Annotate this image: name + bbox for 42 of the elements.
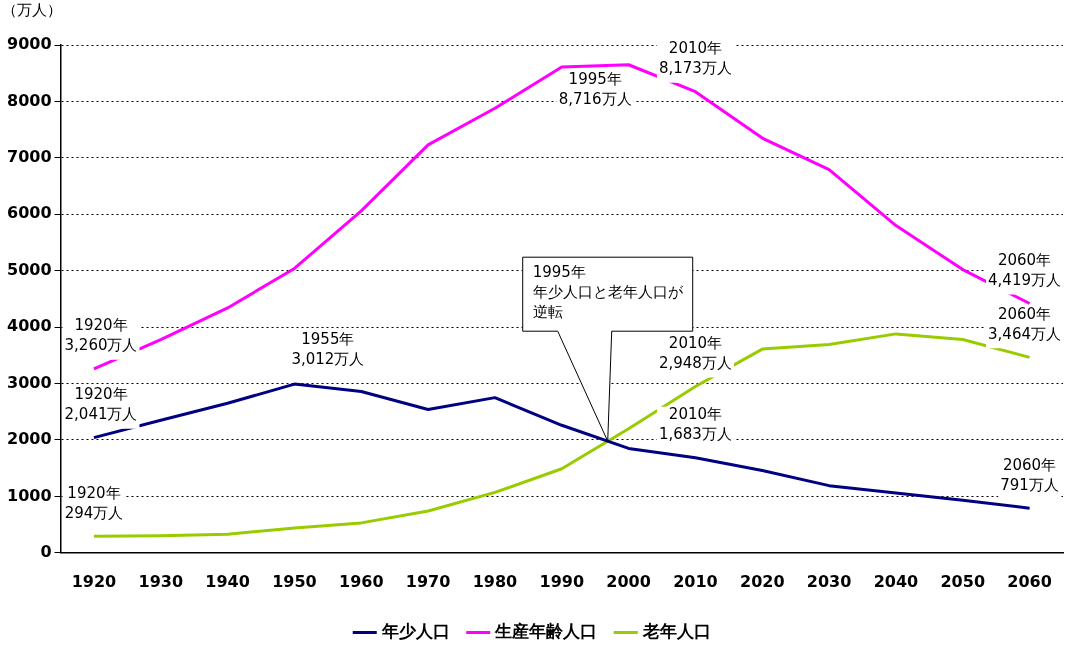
y-tick-label: 0 [40,541,52,561]
annotation: 1955年 3,012万人 [291,330,365,369]
annotation: 1995年 8,716万人 [558,70,632,109]
annotation: 年少人口と老年人口が逆転 [532,282,684,321]
y-axis-title: （万人） [2,1,62,20]
y-tick-label: 4000 [7,316,52,336]
x-tick-label: 1950 [272,571,317,591]
y-tick-label: 5000 [7,259,52,279]
x-tick-label: 2030 [806,571,852,591]
x-tick-label: 1990 [539,571,585,591]
annotation: 2060年 3,464万人 [988,304,1062,343]
x-tick-label: 2040 [873,571,919,591]
x-tick-label: 2020 [739,571,785,591]
annotation: 1920年 3,260万人 [64,316,138,355]
y-tick-label: 3000 [7,372,52,392]
annotation: 1920年 2,041万人 [64,385,138,424]
annotation: 2060年 791万人 [1000,455,1059,494]
legend-label: 年少人口 [380,620,450,641]
x-tick-label: 2010 [673,571,718,591]
legend-label: 老年人口 [641,620,711,641]
annotation: 2010年 1,683万人 [658,405,732,444]
x-tick-label: 1980 [472,571,518,591]
legend-label: 生産年齢人口 [494,620,598,641]
annotation: 2060年 4,419万人 [988,250,1062,289]
x-tick-label: 2000 [606,571,651,591]
y-tick-label: 7000 [7,147,52,166]
y-tick-label: 6000 [7,203,52,223]
y-tick-label: 9000 [7,34,52,54]
y-tick-label: 8000 [7,90,52,110]
x-tick-label: 1960 [339,571,384,591]
x-tick-label: 1920 [71,571,117,591]
x-tick-label: 1940 [205,571,250,591]
y-tick-label: 1000 [7,485,52,505]
x-tick-label: 1930 [138,571,184,591]
y-tick-label: 2000 [7,429,52,449]
annotation: 1995年 [532,262,586,281]
annotation: 2010年 8,173万人 [658,39,732,78]
annotation: 2010年 2,948万人 [658,333,732,372]
annotation: 1920年 294万人 [64,483,124,522]
x-tick-label: 2050 [940,571,986,591]
x-tick-label: 1970 [405,571,451,591]
x-tick-label: 2060 [1007,571,1052,591]
